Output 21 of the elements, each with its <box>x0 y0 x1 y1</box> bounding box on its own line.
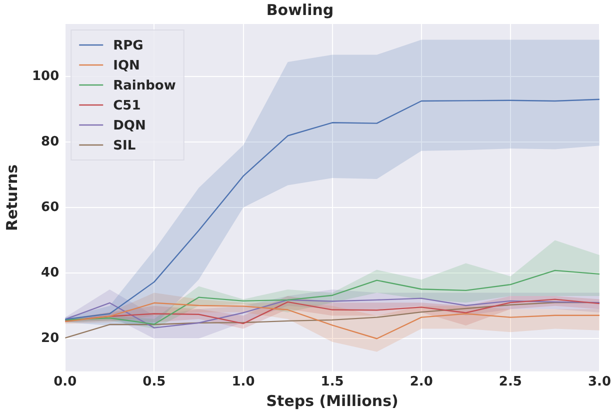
x-tick-label: 3.0 <box>588 374 611 390</box>
y-tick-label: 40 <box>41 265 60 280</box>
chart-title: Bowling <box>266 0 334 19</box>
x-tick-label: 2.5 <box>498 374 522 390</box>
legend-label: DQN <box>113 118 146 134</box>
y-tick-label: 100 <box>32 68 60 84</box>
x-tick-label: 0.5 <box>142 374 166 390</box>
x-axis-title: Steps (Millions) <box>266 392 398 410</box>
legend-label: IQN <box>113 58 140 74</box>
y-tick-label: 20 <box>41 331 60 346</box>
x-tick-label: 0.0 <box>54 374 77 390</box>
x-tick-label: 2.0 <box>410 374 433 390</box>
x-tick-label: 1.0 <box>232 374 255 390</box>
legend-label: RPG <box>113 38 144 54</box>
y-tick-label: 80 <box>41 134 60 150</box>
legend-label: C51 <box>113 98 141 114</box>
x-tick-label: 1.5 <box>320 374 344 390</box>
y-tick-label: 60 <box>41 200 60 215</box>
legend-label: SIL <box>113 138 136 154</box>
legend-label: Rainbow <box>113 78 176 94</box>
y-axis-title: Returns <box>2 164 21 231</box>
